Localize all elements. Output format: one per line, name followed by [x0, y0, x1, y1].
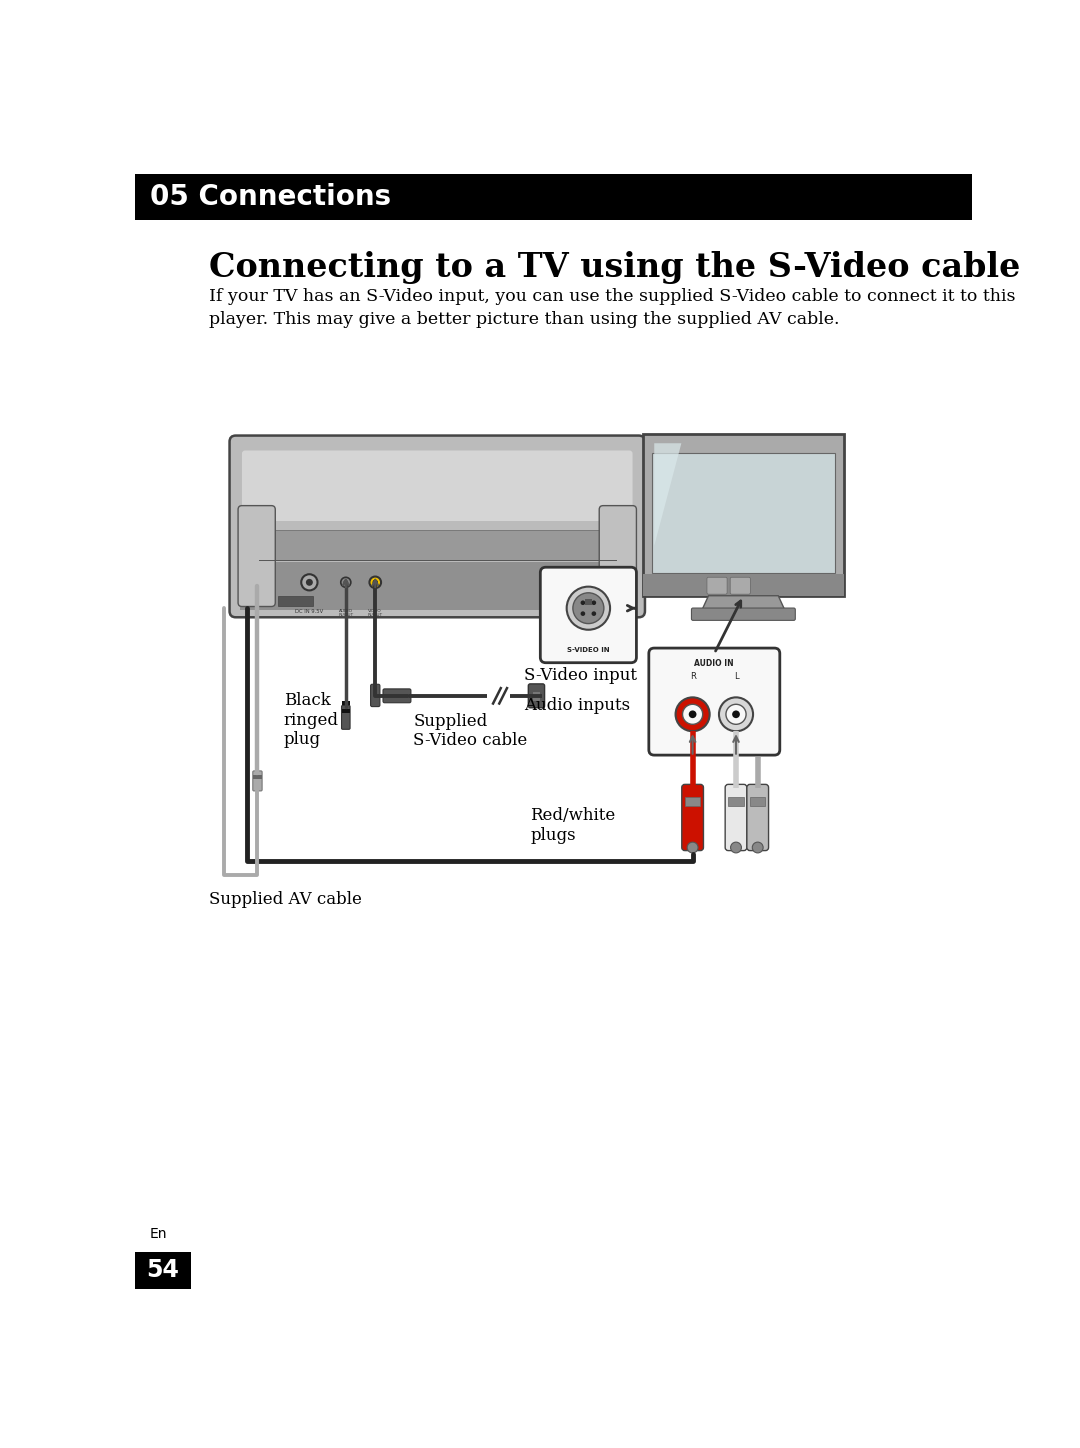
Text: AUDIO IN: AUDIO IN — [694, 659, 734, 668]
FancyBboxPatch shape — [649, 649, 780, 754]
Text: Supplied AV cable: Supplied AV cable — [208, 891, 362, 908]
FancyBboxPatch shape — [238, 505, 275, 607]
Text: 54: 54 — [147, 1258, 179, 1283]
Bar — [253, 775, 261, 779]
FancyBboxPatch shape — [279, 595, 313, 607]
Circle shape — [676, 698, 710, 731]
FancyBboxPatch shape — [370, 685, 380, 707]
FancyBboxPatch shape — [383, 689, 410, 702]
Circle shape — [592, 601, 596, 605]
Circle shape — [683, 704, 703, 724]
Text: AUDIO
IN/OUT: AUDIO IN/OUT — [338, 608, 353, 617]
FancyBboxPatch shape — [230, 436, 645, 617]
FancyBboxPatch shape — [135, 1251, 191, 1289]
Circle shape — [726, 704, 746, 724]
Circle shape — [719, 698, 753, 731]
Circle shape — [341, 578, 351, 588]
FancyBboxPatch shape — [528, 683, 544, 708]
FancyBboxPatch shape — [552, 591, 575, 608]
FancyBboxPatch shape — [681, 785, 703, 850]
FancyBboxPatch shape — [540, 568, 636, 663]
FancyBboxPatch shape — [691, 608, 795, 620]
Text: R: R — [690, 672, 696, 681]
FancyBboxPatch shape — [643, 434, 845, 595]
FancyBboxPatch shape — [728, 796, 744, 807]
Text: If your TV has an S-Video input, you can use the supplied S-Video cable to conne: If your TV has an S-Video input, you can… — [208, 288, 1015, 329]
Text: Audio inputs: Audio inputs — [524, 698, 630, 714]
Text: En: En — [149, 1226, 167, 1241]
Text: 05 Connections: 05 Connections — [150, 182, 392, 211]
Text: Red/white
plugs: Red/white plugs — [530, 808, 616, 844]
FancyBboxPatch shape — [730, 578, 751, 594]
Circle shape — [572, 592, 604, 624]
Circle shape — [306, 579, 313, 586]
Circle shape — [369, 576, 381, 588]
FancyBboxPatch shape — [135, 174, 972, 220]
Circle shape — [730, 843, 742, 853]
FancyBboxPatch shape — [685, 796, 700, 807]
Polygon shape — [701, 595, 786, 613]
Text: Supplied
S-Video cable: Supplied S-Video cable — [414, 712, 527, 750]
Circle shape — [687, 843, 698, 853]
Bar — [341, 701, 350, 705]
Circle shape — [373, 579, 378, 585]
FancyBboxPatch shape — [242, 450, 633, 521]
Text: VIDEO
IN/OUT: VIDEO IN/OUT — [367, 608, 382, 617]
Circle shape — [567, 586, 610, 630]
FancyBboxPatch shape — [341, 705, 350, 730]
FancyBboxPatch shape — [240, 562, 635, 610]
Bar — [585, 599, 592, 605]
FancyBboxPatch shape — [707, 578, 727, 594]
FancyBboxPatch shape — [725, 785, 747, 850]
Circle shape — [301, 575, 318, 591]
Text: Black
ringed
plug: Black ringed plug — [284, 692, 339, 749]
Text: DC IN 9.5V: DC IN 9.5V — [295, 608, 324, 614]
Polygon shape — [654, 443, 681, 546]
Circle shape — [581, 611, 585, 615]
FancyBboxPatch shape — [240, 530, 635, 560]
Circle shape — [753, 843, 764, 853]
Circle shape — [581, 601, 585, 605]
Text: S-VIDEO IN: S-VIDEO IN — [567, 647, 610, 653]
Text: Connecting to a TV using the S-Video cable: Connecting to a TV using the S-Video cab… — [208, 251, 1020, 284]
Text: L: L — [733, 672, 739, 681]
Text: S-Video input: S-Video input — [524, 666, 637, 683]
Circle shape — [343, 581, 348, 585]
FancyBboxPatch shape — [599, 505, 636, 607]
FancyBboxPatch shape — [253, 770, 262, 791]
Circle shape — [689, 711, 697, 718]
FancyBboxPatch shape — [747, 785, 769, 850]
FancyBboxPatch shape — [577, 591, 599, 608]
Bar — [341, 708, 350, 712]
FancyBboxPatch shape — [750, 796, 766, 807]
FancyBboxPatch shape — [643, 575, 845, 595]
FancyBboxPatch shape — [532, 692, 540, 701]
Circle shape — [592, 611, 596, 615]
Circle shape — [732, 711, 740, 718]
FancyBboxPatch shape — [652, 453, 835, 572]
